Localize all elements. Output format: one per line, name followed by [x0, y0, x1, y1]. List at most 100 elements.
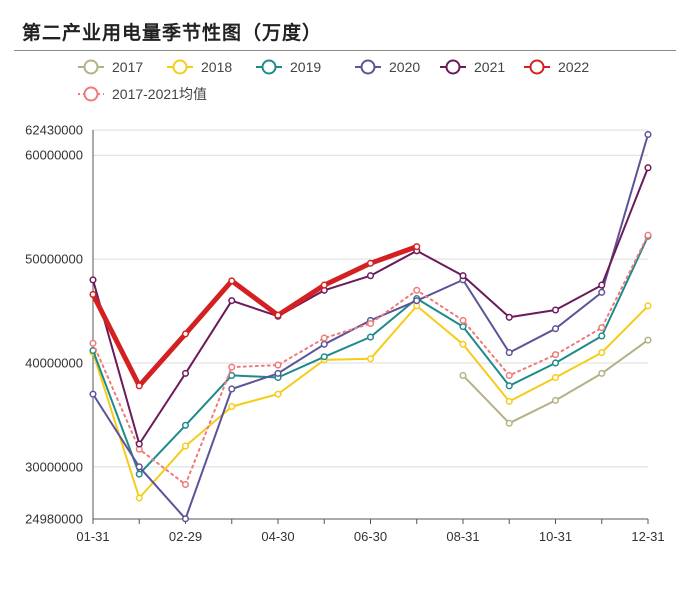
legend-label: 2019: [290, 59, 321, 75]
x-tick-label: 04-30: [261, 529, 294, 544]
data-point: [551, 396, 560, 404]
data-point: [598, 349, 606, 357]
data-point: [181, 369, 190, 377]
legend-marker: [529, 59, 545, 75]
data-point: [644, 302, 652, 310]
legend-label: 2017: [112, 59, 143, 75]
data-point: [505, 382, 513, 390]
series-2017: [459, 336, 652, 427]
x-tick-label: 01-31: [76, 529, 109, 544]
data-point: [274, 390, 282, 398]
data-point: [644, 130, 652, 139]
series-2017-2021均值: [89, 231, 652, 489]
y-tick-label: 50000000: [25, 252, 83, 267]
data-point: [89, 390, 97, 398]
legend-label: 2022: [558, 59, 589, 75]
legend-marker: [83, 86, 99, 102]
data-point: [228, 385, 236, 393]
data-point: [551, 351, 560, 359]
legend-item-2017: 2017: [78, 59, 143, 75]
legend-item-2017-2021均值: 2017-2021均值: [78, 86, 207, 102]
chart-title: 第二产业用电量季节性图（万度）: [22, 22, 323, 44]
data-point: [89, 290, 97, 298]
x-tick-label: 02-29: [169, 529, 202, 544]
data-point: [181, 442, 190, 450]
legend-label: 2020: [389, 59, 420, 75]
data-point: [89, 339, 97, 347]
data-point: [644, 164, 652, 172]
data-point: [135, 470, 143, 478]
data-point: [274, 311, 282, 319]
data-point: [644, 336, 652, 344]
data-point: [228, 363, 236, 371]
data-point: [598, 324, 606, 332]
data-point: [320, 334, 328, 342]
data-point: [598, 281, 606, 289]
data-point: [459, 323, 467, 331]
data-point: [228, 403, 236, 411]
data-point: [505, 313, 513, 321]
data-point: [551, 306, 560, 314]
data-point: [320, 340, 328, 348]
legend-marker: [445, 59, 461, 75]
legend-marker: [261, 59, 277, 75]
y-tick-label: 40000000: [25, 355, 83, 370]
legend: 2017 2018 2019 2020 2021 2022 2017-2021均值: [78, 59, 589, 102]
legend-item-2018: 2018: [167, 59, 232, 75]
y-tick-label: 24980000: [25, 512, 83, 527]
data-point: [135, 494, 143, 502]
data-point: [366, 333, 375, 341]
data-point: [598, 369, 606, 377]
data-point: [366, 319, 375, 328]
y-tick-label: 60000000: [25, 148, 83, 163]
data-point: [413, 243, 421, 251]
legend-item-2020: 2020: [355, 59, 420, 75]
data-point: [366, 355, 375, 363]
data-point: [135, 463, 143, 471]
data-point: [366, 259, 375, 267]
y-tick-label: 30000000: [25, 459, 83, 474]
data-point: [181, 515, 190, 523]
data-point: [459, 371, 467, 379]
data-point: [551, 325, 560, 333]
data-point: [366, 272, 375, 280]
data-point: [459, 340, 467, 348]
series-line-2019: [92, 235, 649, 476]
data-point: [598, 288, 606, 296]
legend-marker: [83, 59, 99, 75]
data-point: [228, 277, 236, 285]
x-tick-label: 08-31: [446, 529, 479, 544]
data-point: [505, 397, 513, 405]
legend-label: 2018: [201, 59, 232, 75]
data-point: [505, 371, 513, 379]
x-tick-label: 12-31: [631, 529, 664, 544]
axes: 24980000 30000000 40000000 50000000 60000000…: [25, 123, 664, 545]
legend-label: 2021: [474, 59, 505, 75]
legend-label: 2017-2021均值: [112, 86, 207, 102]
data-point: [228, 297, 236, 305]
legend-item-2019: 2019: [256, 59, 321, 75]
data-point: [320, 353, 328, 361]
x-tick-label: 06-30: [354, 529, 387, 544]
data-point: [644, 231, 652, 239]
data-point: [459, 316, 467, 324]
data-point: [274, 369, 282, 377]
series-layer: [89, 130, 652, 523]
data-point: [459, 272, 467, 280]
series-2021: [89, 164, 652, 448]
data-point: [135, 440, 143, 448]
title-divider: [14, 50, 676, 51]
data-point: [413, 297, 421, 305]
data-point: [505, 419, 513, 427]
data-point: [228, 371, 236, 379]
data-point: [598, 332, 606, 340]
y-tick-label: 62430000: [25, 123, 83, 138]
legend-marker: [360, 59, 376, 75]
data-point: [274, 361, 282, 369]
data-point: [181, 480, 190, 489]
data-point: [135, 382, 143, 390]
data-point: [181, 421, 190, 429]
data-point: [413, 286, 421, 294]
legend-item-2021: 2021: [440, 59, 505, 75]
